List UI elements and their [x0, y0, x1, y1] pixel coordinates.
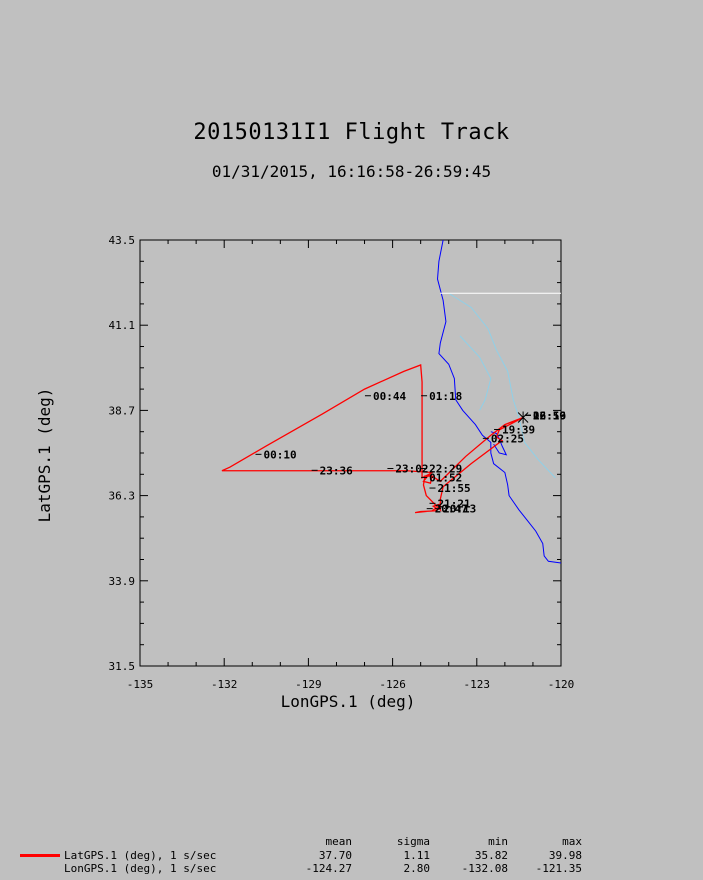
stats-header-min: min: [488, 835, 508, 848]
stats-row-lat-sigma: 1.11: [403, 849, 431, 862]
stats-row-lon-label: LonGPS.1 (deg), 1 s/sec: [64, 862, 217, 875]
stats-header-max: max: [562, 835, 582, 848]
y-tick-label: 41.1: [109, 319, 136, 332]
stats-row-lat-label: LatGPS.1 (deg), 1 s/sec: [64, 849, 217, 862]
chart-subtitle: 01/31/2015, 16:16:58-26:59:45: [211, 162, 492, 181]
y-tick-label: 36.3: [109, 490, 136, 503]
stats-row-lon-max: -121.35: [535, 862, 582, 875]
y-tick-label: 33.9: [109, 575, 136, 588]
time-label: 23:36: [320, 464, 353, 477]
stats-row-lat-mean: 37.70: [318, 849, 352, 862]
stats-header-sigma: sigma: [396, 835, 430, 848]
x-tick-label: -126: [379, 678, 406, 691]
x-tick-label: -120: [548, 678, 575, 691]
x-tick-label: -129: [295, 678, 322, 691]
time-label: 20:13: [443, 503, 476, 516]
x-tick-label: -135: [127, 678, 154, 691]
county-outline: [459, 335, 492, 411]
time-label: 23:02: [395, 463, 428, 476]
time-label: 01:52: [429, 471, 462, 484]
time-label: 26:59: [533, 409, 566, 422]
time-label: 22:29: [429, 463, 462, 476]
start-end-marker: [517, 411, 529, 424]
time-label: 21:21: [438, 497, 471, 510]
x-tick-label: -132: [211, 678, 238, 691]
bay-outline: [490, 431, 508, 456]
time-label: 20:47: [435, 503, 468, 516]
stats-row-lat-min: 35.82: [474, 849, 508, 862]
stats-header-mean: mean: [325, 835, 353, 848]
flight-track-plot: -135 -132 -129 -126 -123 -120 31.5 33.9 36.3 38.7…: [35, 234, 575, 711]
time-label: 01:18: [429, 390, 462, 403]
state-outline: [448, 292, 556, 479]
x-tick-label: -123: [464, 678, 491, 691]
chart-title: 20150131I1 Flight Track: [193, 120, 510, 145]
axis-layer: -135 -132 -129 -126 -123 -120 31.5 33.9 36.3 38.7…: [109, 234, 575, 691]
legend-line-lat: [20, 854, 60, 857]
time-label: 02:59: [533, 409, 566, 422]
stats-row-lat-max: 39.98: [548, 849, 582, 862]
stats-row-lon-sigma: 2.80: [403, 862, 431, 875]
stats-table: mean sigma min max LatGPS.1 (deg), 1 s/s…: [0, 835, 703, 880]
y-tick-label: 43.5: [109, 234, 136, 247]
y-axis-label: LatGPS.1 (deg): [35, 388, 54, 523]
time-label: 00:10: [263, 448, 296, 461]
time-label: 00:44: [373, 390, 406, 403]
stats-row-lon-min: -132.08: [461, 862, 508, 875]
x-axis-label: LonGPS.1 (deg): [281, 692, 416, 711]
time-label: 16:16: [533, 409, 566, 422]
plot-frame: [139, 239, 562, 667]
track-layer: [221, 364, 529, 514]
stats-row-lon-mean: -124.27: [305, 862, 352, 875]
y-tick-label: 31.5: [109, 660, 136, 673]
time-label: 19:39: [502, 423, 535, 436]
flight-track-line: [221, 364, 524, 514]
y-tick-label: 38.7: [109, 404, 136, 417]
time-label: 02:25: [491, 432, 524, 445]
time-label: 21:55: [438, 482, 471, 495]
